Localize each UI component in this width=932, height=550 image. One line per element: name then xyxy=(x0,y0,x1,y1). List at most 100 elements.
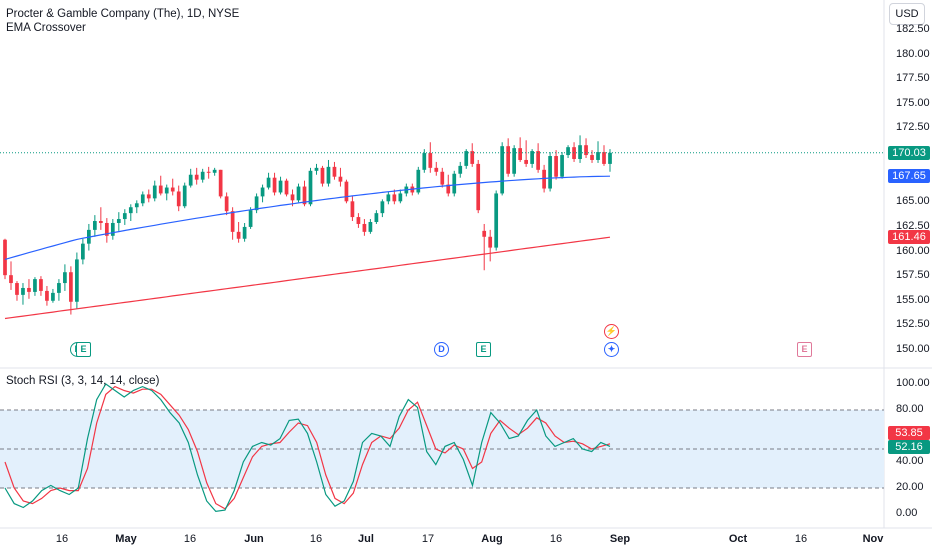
candle-body xyxy=(296,186,301,201)
ema-fast-line xyxy=(4,175,611,260)
candle-body xyxy=(134,203,139,208)
candle-body xyxy=(548,156,552,189)
candle-body xyxy=(434,167,439,172)
candle-body xyxy=(494,193,499,248)
rsi-tick: 20.00 xyxy=(896,481,924,493)
candle-body xyxy=(362,223,367,232)
candle-body xyxy=(45,290,49,301)
candle-body xyxy=(81,243,85,260)
candle-body xyxy=(140,194,145,204)
future-earnings-marker-icon[interactable]: E xyxy=(797,342,812,357)
candle-body xyxy=(398,193,403,202)
price-tick: 150.00 xyxy=(896,343,930,355)
candle-body xyxy=(422,153,427,170)
price-tag: 170.03 xyxy=(888,145,930,160)
candle-body xyxy=(506,146,511,174)
time-tick: Jun xyxy=(244,533,264,545)
price-tick: 152.50 xyxy=(896,318,930,331)
candle-body xyxy=(512,148,517,174)
candle-body xyxy=(308,170,313,205)
candle-body xyxy=(332,166,337,177)
candle-body xyxy=(482,230,487,237)
candle-body xyxy=(104,222,109,236)
candle-body xyxy=(110,222,115,236)
time-tick: May xyxy=(115,533,137,545)
ema-slow-line xyxy=(4,236,611,320)
rsi-tick: 40.00 xyxy=(896,455,924,467)
candle-body xyxy=(608,152,612,164)
candle-body xyxy=(464,151,469,166)
candle-body xyxy=(416,169,421,193)
candle-body xyxy=(116,219,121,223)
rsi-tick: 80.00 xyxy=(896,403,924,415)
candle-body xyxy=(428,153,433,168)
currency-button[interactable]: USD xyxy=(889,3,925,25)
candle-body xyxy=(368,222,373,232)
candle-body xyxy=(596,152,600,160)
indicator-legend[interactable]: EMA Crossover xyxy=(6,22,86,34)
price-tick: 165.00 xyxy=(896,195,930,208)
time-tick: Aug xyxy=(481,533,503,545)
candle-body xyxy=(164,187,169,194)
news-marker-icon[interactable]: ✦ xyxy=(604,342,619,357)
candle-body xyxy=(128,207,133,214)
time-tick: 16 xyxy=(549,533,563,545)
candle-body xyxy=(392,194,397,202)
candle-body xyxy=(350,201,355,218)
price-tick: 172.50 xyxy=(896,121,930,134)
candle-body xyxy=(326,166,331,184)
time-tick: Oct xyxy=(728,533,748,545)
time-tick: Nov xyxy=(862,533,884,545)
candle-body xyxy=(188,174,193,186)
time-tick: 16 xyxy=(55,533,69,545)
stoch-rsi-legend[interactable]: Stoch RSI (3, 3, 14, 14, close) xyxy=(6,375,160,387)
candle-body xyxy=(488,236,493,248)
candle-body xyxy=(236,231,241,239)
price-tick: 160.00 xyxy=(896,244,930,257)
price-tick: 155.00 xyxy=(896,293,930,306)
candle-body xyxy=(380,201,385,214)
candle-body xyxy=(302,186,307,205)
time-tick: Sep xyxy=(609,533,631,545)
candle-body xyxy=(344,181,349,202)
candle-body xyxy=(572,147,576,159)
candle-body xyxy=(500,146,505,194)
candle-body xyxy=(266,177,271,188)
candle-body xyxy=(39,279,43,291)
candle-body xyxy=(51,292,55,301)
candle-body xyxy=(176,191,181,207)
price-tick: 162.50 xyxy=(896,219,930,232)
stoch-rsi-d-line xyxy=(4,385,611,510)
symbol-title[interactable]: Procter & Gamble Company (The), 1D, NYSE xyxy=(6,8,240,20)
candle-body xyxy=(63,272,67,284)
candle-body xyxy=(254,196,259,211)
price-tag: 161.46 xyxy=(888,230,930,245)
candle-body xyxy=(194,174,199,180)
split-marker-icon[interactable]: ⚡ xyxy=(604,324,619,339)
candle-body xyxy=(278,180,283,193)
candle-body xyxy=(590,155,594,160)
rsi-tick: 0.00 xyxy=(896,507,918,519)
candle-body xyxy=(182,185,187,207)
candle-body xyxy=(560,155,564,177)
candle-body xyxy=(152,185,157,199)
time-tick: Jul xyxy=(358,533,374,545)
earnings-marker-icon[interactable]: E xyxy=(76,342,91,357)
earnings-marker-icon[interactable]: E xyxy=(476,342,491,357)
dividend-marker-icon[interactable]: D xyxy=(434,342,449,357)
candle-body xyxy=(3,239,7,276)
candle-body xyxy=(248,210,253,227)
candle-body xyxy=(92,221,97,230)
candle-body xyxy=(69,272,73,302)
candle-body xyxy=(530,151,534,164)
time-tick: 16 xyxy=(309,533,323,545)
candle-body xyxy=(146,194,151,199)
candle-body xyxy=(554,156,558,177)
time-tick: 17 xyxy=(421,533,435,545)
time-tick: 16 xyxy=(183,533,197,545)
candle-body xyxy=(446,184,451,194)
candle-body xyxy=(200,171,205,180)
candle-body xyxy=(314,167,319,171)
price-tick: 177.50 xyxy=(896,72,930,85)
